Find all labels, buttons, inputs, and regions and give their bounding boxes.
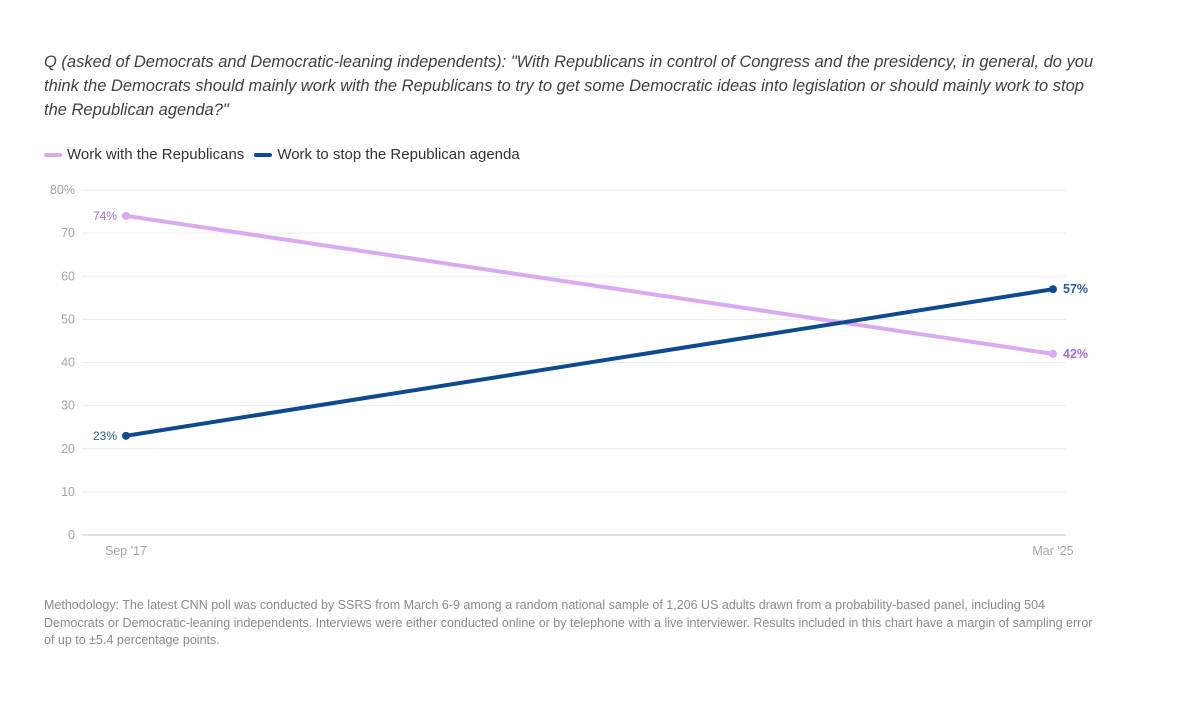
legend-swatch-work-with — [44, 152, 62, 157]
data-point — [122, 211, 130, 220]
data-label: 42% — [1063, 347, 1088, 361]
y-tick-label: 80% — [50, 183, 75, 197]
x-tick-label: Sep '17 — [105, 544, 147, 558]
y-tick-label: 60 — [61, 269, 75, 283]
y-tick-label: 50 — [61, 312, 75, 326]
legend-label-work-with: Work with the Republicans — [67, 146, 245, 163]
y-tick-label: 10 — [61, 485, 75, 499]
data-label: 23% — [93, 429, 117, 443]
y-tick-label: 0 — [68, 528, 75, 542]
series-line-0 — [124, 213, 1055, 356]
series-line-1 — [124, 287, 1055, 438]
legend-item-work-to-stop: Work to stop the Republican agenda — [254, 146, 520, 163]
data-point — [122, 431, 130, 440]
y-tick-label: 40 — [61, 356, 75, 370]
data-point — [1049, 285, 1057, 294]
methodology-note: Methodology: The latest CNN poll was con… — [44, 598, 1093, 647]
x-tick-label: Mar '25 — [1032, 544, 1073, 558]
y-tick-label: 70 — [61, 226, 75, 240]
data-point — [1049, 349, 1057, 358]
legend-swatch-work-to-stop — [254, 152, 273, 157]
data-label: 57% — [1063, 282, 1088, 296]
chart-legend: Work with the Republicans Work to stop t… — [44, 146, 530, 163]
data-label: 74% — [93, 209, 117, 223]
y-tick-label: 20 — [61, 442, 75, 456]
question-text: Q (asked of Democrats and Democratic-lea… — [44, 53, 1094, 119]
y-tick-label: 30 — [61, 399, 75, 413]
legend-item-work-with: Work with the Republicans — [44, 146, 244, 163]
legend-label-work-to-stop: Work to stop the Republican agenda — [277, 146, 520, 163]
line-chart: 0 10 20 30 40 50 60 70 80% Sep '17 Mar '25 74% 42% 23… — [50, 183, 1088, 558]
